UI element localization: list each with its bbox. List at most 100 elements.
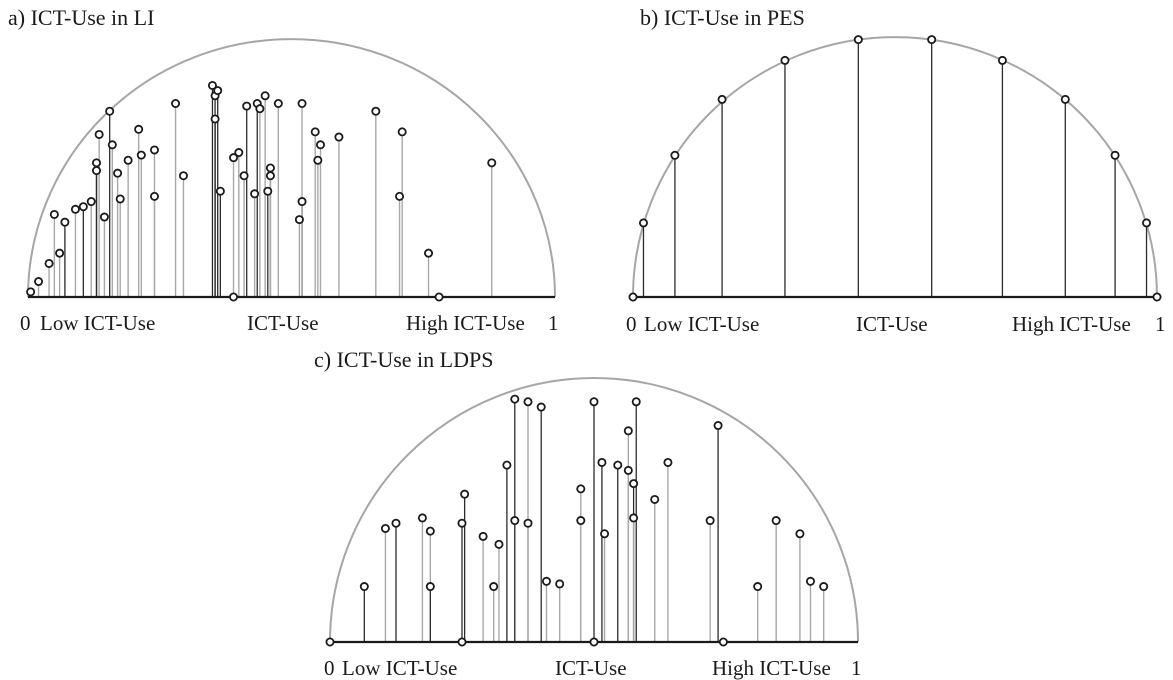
- panel-c-point: [771, 516, 781, 526]
- panel-a-axis-max: 1: [548, 311, 559, 335]
- panel-a-point: [313, 155, 323, 165]
- panel-a-point: [92, 166, 102, 176]
- panel-a-point: [397, 127, 407, 137]
- panel-b-axis-min: 0: [626, 312, 637, 336]
- panel-c-point: [805, 576, 815, 586]
- panel-b-point: [927, 35, 937, 45]
- panel-a-point: [229, 292, 239, 302]
- panel-a-point: [213, 86, 223, 96]
- panel-a-point: [70, 204, 80, 214]
- panel-c-point: [819, 582, 829, 592]
- panel-a-point: [263, 186, 273, 196]
- panel-c-point: [629, 479, 639, 489]
- panel-c-point: [425, 582, 435, 592]
- panel-c-point: [457, 637, 467, 647]
- panel-b-arc: [632, 36, 1158, 298]
- panel-a-point: [255, 104, 265, 114]
- panel-b-point: [1060, 94, 1070, 104]
- panel-c-point: [650, 494, 660, 504]
- panel-a-point: [99, 212, 109, 222]
- panel-c-point: [359, 582, 369, 592]
- panel-c-point: [589, 397, 599, 407]
- panel-c-title: c) ICT-Use in LDPS: [314, 347, 493, 372]
- panel-a-point: [294, 215, 304, 225]
- panel-a-point: [92, 158, 102, 168]
- panel-c-point: [713, 421, 723, 431]
- panel-c-point: [425, 526, 435, 536]
- panel-c-point: [597, 457, 607, 467]
- panel-c-axis-low: Low ICT-Use: [342, 656, 457, 680]
- panel-a-point: [115, 194, 125, 204]
- panel-a-point: [171, 99, 181, 109]
- panel-a-point: [107, 140, 117, 150]
- panel-a-point: [215, 186, 225, 196]
- panel-a-point: [242, 101, 252, 111]
- panel-a-point: [229, 153, 239, 163]
- panel-c-axis-min: 0: [324, 656, 335, 680]
- panel-a-arc: [27, 38, 556, 298]
- panel-c-point: [478, 531, 488, 541]
- panel-b-point: [1152, 292, 1162, 302]
- panel-a-point: [434, 292, 444, 302]
- panel-b-point: [853, 35, 863, 45]
- panel-a-axis-min: 0: [20, 311, 31, 335]
- panel-a-point: [234, 148, 244, 158]
- panel-a-stems: [29, 85, 493, 297]
- panel-c-point: [718, 637, 728, 647]
- panel-b-title: b) ICT-Use in PES: [640, 5, 805, 30]
- panel-c-point: [629, 513, 639, 523]
- panel-a-axis-high: High ICT-Use: [406, 311, 525, 335]
- panel-b-point: [997, 55, 1007, 65]
- panel-a-point: [207, 80, 217, 90]
- panel-c-point: [380, 523, 390, 533]
- panel-a-point: [250, 189, 260, 199]
- panel-b-point: [1142, 218, 1152, 228]
- panel-a-point: [136, 150, 146, 160]
- panel-c-chart: c) ICT-Use in LDPS 0 Low ICT-Use ICT-Use…: [314, 347, 862, 680]
- panel-c-axis-high: High ICT-Use: [712, 656, 831, 680]
- panel-a-point: [86, 197, 96, 207]
- panel-c-point: [523, 518, 533, 528]
- panel-b-point: [780, 55, 790, 65]
- panel-b-point: [1110, 150, 1120, 160]
- panel-a-axis-mid: ICT-Use: [247, 311, 319, 335]
- panel-a-point: [395, 191, 405, 201]
- panel-a-point: [94, 129, 104, 139]
- panel-a-point: [210, 114, 220, 124]
- panel-c-point: [391, 518, 401, 528]
- panel-a-point: [297, 197, 307, 207]
- panel-c-point: [502, 460, 512, 470]
- panel-c-point: [325, 637, 335, 647]
- panel-a-point: [315, 140, 325, 150]
- panel-c-arc: [329, 377, 859, 643]
- panel-c-point: [536, 402, 546, 412]
- panel-b-point: [638, 218, 648, 228]
- panel-c-point: [460, 489, 470, 499]
- panel-a-axis-low: Low ICT-Use: [40, 311, 155, 335]
- panel-a-point: [26, 287, 36, 297]
- panel-c-point: [576, 516, 586, 526]
- panel-a-point: [123, 155, 133, 165]
- panel-c-point: [631, 397, 641, 407]
- panel-b-point: [670, 150, 680, 160]
- panel-b-axis-max: 1: [1155, 312, 1166, 336]
- panel-a-point: [273, 99, 283, 109]
- panel-c-points: [325, 394, 829, 647]
- panel-a-point: [105, 106, 115, 116]
- panel-a-point: [113, 168, 123, 178]
- panel-a-title: a) ICT-Use in LI: [8, 5, 154, 30]
- panel-a-point: [310, 127, 320, 137]
- panel-c-point: [589, 637, 599, 647]
- panel-c-point: [489, 582, 499, 592]
- panel-c-point: [795, 529, 805, 539]
- panel-a-point: [49, 209, 59, 219]
- panel-a-point: [297, 99, 307, 109]
- panel-c-point: [623, 465, 633, 475]
- panel-a-point: [78, 202, 88, 212]
- panel-c-point: [523, 397, 533, 407]
- panel-c-axis-mid: ICT-Use: [555, 656, 627, 680]
- panel-a-point: [334, 132, 344, 142]
- panel-a-point: [44, 258, 54, 268]
- panel-c-point: [510, 516, 520, 526]
- panel-a-point: [149, 191, 159, 201]
